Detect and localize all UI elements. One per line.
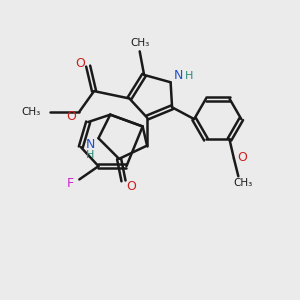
Text: O: O <box>75 57 85 70</box>
Text: H: H <box>185 71 193 81</box>
Text: N: N <box>85 138 95 151</box>
Text: CH₃: CH₃ <box>22 107 41 117</box>
Text: H: H <box>86 150 94 160</box>
Text: O: O <box>237 151 247 164</box>
Text: F: F <box>67 177 74 190</box>
Text: CH₃: CH₃ <box>233 178 252 188</box>
Text: O: O <box>66 110 76 123</box>
Text: N: N <box>173 69 183 82</box>
Text: CH₃: CH₃ <box>130 38 149 48</box>
Text: O: O <box>126 180 136 193</box>
